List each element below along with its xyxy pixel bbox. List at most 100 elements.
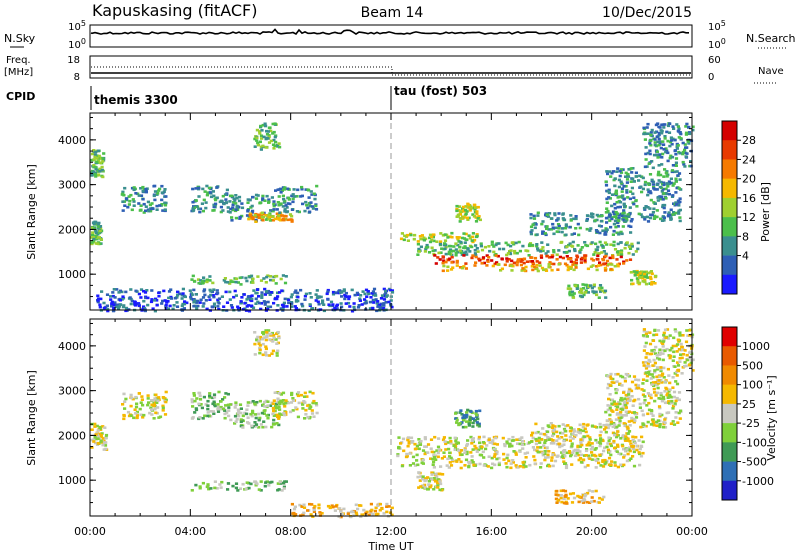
power-echo-cell: [600, 214, 604, 217]
power-echo-cell: [267, 198, 271, 201]
power-echo-cell: [440, 247, 444, 250]
velocity-echo-cell: [557, 424, 561, 428]
velocity-echo-cell: [644, 356, 648, 359]
velocity-echo-cell: [556, 499, 560, 502]
power-echo-cell: [192, 300, 196, 304]
power-echo-cell: [141, 307, 145, 311]
velocity-echo-cell: [566, 497, 570, 500]
power-echo-cell: [475, 212, 479, 216]
velocity-echo-cell: [471, 448, 475, 451]
power-echo-cell: [366, 290, 370, 293]
power-echo-cell: [629, 271, 633, 274]
velocity-echo-cell: [555, 430, 559, 434]
power-echo-cell: [95, 154, 99, 157]
power-echo-cell: [446, 265, 450, 269]
velocity-echo-cell: [436, 445, 441, 449]
power-echo-cell: [646, 271, 651, 275]
power-echo-cell: [166, 307, 170, 311]
velocity-echo-cell: [639, 444, 643, 448]
power-echo-cell: [178, 292, 182, 296]
power-echo-cell: [347, 297, 351, 301]
power-echo-cell: [93, 153, 97, 156]
power-echo-cell: [237, 199, 242, 203]
power-echo-cell: [254, 291, 258, 295]
power-echo-cell: [279, 218, 283, 222]
power-echo-cell: [311, 207, 315, 210]
velocity-echo-cell: [674, 416, 678, 419]
velocity-echo-cell: [294, 513, 298, 516]
velocity-echo-cell: [615, 405, 619, 409]
power-echo-cell: [663, 137, 667, 140]
power-echo-cell: [666, 151, 670, 155]
power-echo-cell: [474, 216, 478, 219]
velocity-echo-cell: [669, 395, 673, 399]
velocity-echo-cell: [121, 403, 125, 406]
velocity-echo-cell: [241, 482, 245, 486]
velocity-echo-cell: [492, 447, 496, 451]
velocity-echo-cell: [555, 501, 559, 504]
velocity-echo-cell: [424, 445, 428, 448]
power-echo-cell: [376, 305, 380, 308]
velocity-echo-cell: [289, 410, 293, 414]
velocity-echo-cell: [432, 450, 436, 454]
velocity-echo-cell: [602, 495, 606, 499]
velocity-echo-cell: [257, 488, 261, 491]
velocity-echo-cell: [283, 480, 287, 483]
velocity-echo-cell: [668, 381, 672, 385]
station-title: Kapuskasing (fitACF): [92, 1, 257, 20]
power-echo-cell: [546, 215, 551, 218]
power-echo-cell: [601, 257, 605, 261]
velocity-echo-cell: [672, 423, 677, 426]
velocity-colorbar-segment: [722, 384, 737, 405]
velocity-echo-cell: [621, 375, 625, 379]
power-echo-cell: [619, 195, 623, 198]
power-echo-cell: [462, 208, 466, 212]
power-echo-cell: [192, 298, 196, 301]
power-echo-cell: [219, 205, 223, 209]
velocity-echo-cell: [665, 328, 670, 331]
velocity-echo-cell: [260, 337, 265, 341]
velocity-echo-cell: [619, 374, 623, 378]
power-echo-cell: [461, 207, 465, 210]
power-echo-cell: [282, 201, 286, 204]
velocity-echo-cell: [250, 414, 254, 418]
velocity-echo-cell: [609, 442, 613, 446]
velocity-echo-cell: [677, 348, 681, 351]
power-echo-cell: [118, 298, 122, 302]
velocity-echo-cell: [465, 444, 469, 447]
power-echo-cell: [674, 201, 678, 204]
power-echo-cell: [464, 212, 468, 216]
velocity-echo-cell: [314, 402, 318, 405]
velocity-echo-cell: [626, 437, 630, 441]
velocity-echo-cell: [295, 392, 300, 396]
velocity-echo-cell: [306, 416, 310, 419]
power-echo-cell: [686, 140, 690, 143]
power-echo-cell: [264, 214, 268, 217]
velocity-echo-cell: [575, 452, 579, 455]
velocity-echo-cell: [621, 414, 625, 417]
power-echo-cell: [245, 279, 249, 283]
velocity-echo-cell: [140, 395, 144, 398]
power-echo-cell: [161, 209, 165, 212]
power-colorbar-tick-label: 16: [742, 192, 756, 205]
power-echo-cell: [458, 220, 462, 223]
power-echo-cell: [456, 213, 460, 217]
velocity-echo-cell: [678, 356, 682, 360]
power-echo-cell: [660, 195, 664, 199]
power-echo-cell: [282, 301, 286, 305]
velocity-echo-cell: [549, 442, 553, 445]
velocity-echo-cell: [247, 486, 251, 490]
power-echo-cell: [202, 198, 206, 202]
velocity-echo-cell: [432, 478, 437, 482]
power-echo-cell: [634, 250, 638, 253]
power-echo-cell: [271, 215, 275, 218]
velocity-echo-cell: [674, 399, 678, 403]
power-echo-cell: [658, 153, 662, 156]
power-echo-cell: [655, 215, 659, 219]
power-echo-cell: [454, 248, 458, 251]
power-echo-cell: [95, 157, 99, 160]
velocity-echo-cell: [539, 432, 543, 436]
power-echo-cell: [444, 260, 448, 264]
power-echo-cell: [494, 254, 498, 257]
